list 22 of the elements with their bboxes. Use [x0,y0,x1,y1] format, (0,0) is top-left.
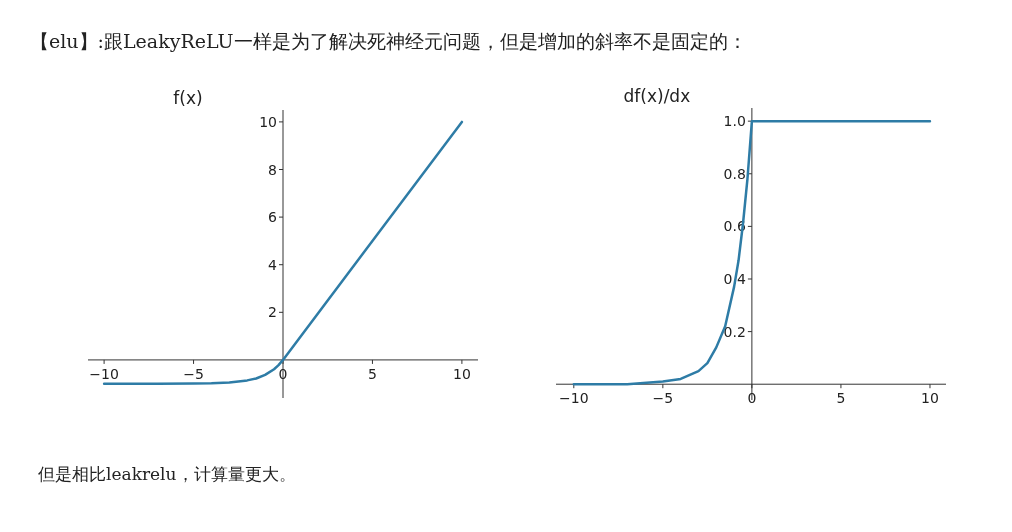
x-tick-label: 5 [367,365,377,382]
text: 【elu】:跟LeakyReLU一样是为了解决死神经元问题，但是增加的斜率不是固定的： [30,30,747,52]
y-tick-label: 10 [259,113,277,130]
text: 但是相比leakrelu，计算量更大。 [38,464,296,484]
y-tick-label: 8 [268,161,277,178]
y-tick-label: 2 [268,304,277,321]
x-tick-label: 10 [921,390,939,407]
y-tick-label: 0.2 [723,323,746,340]
x-tick-label: 0 [278,365,288,382]
y-axis-title: f(x) [173,88,203,108]
y-tick-label: 6 [268,209,278,226]
x-tick-label: 10 [452,365,471,382]
x-tick-label: −10 [89,365,119,382]
y-tick-label: 4 [268,256,278,273]
x-tick-label: 5 [836,390,846,407]
y-tick-label: 0.8 [723,165,746,182]
x-tick-label: 0 [747,390,757,407]
x-tick-label: −10 [559,390,589,407]
y-axis-title: df(x)/dx [623,86,691,106]
x-tick-label: −5 [183,365,204,382]
x-tick-label: −5 [652,390,674,407]
y-tick-label: 1.0 [723,113,746,130]
